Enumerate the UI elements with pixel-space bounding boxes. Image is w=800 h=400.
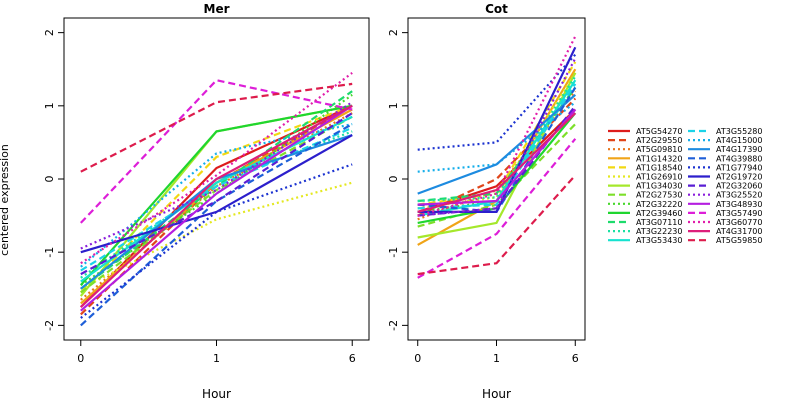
legend-label: AT2G39460 [636,209,682,218]
legend-label: AT3G07110 [636,218,682,227]
series-line-at4g15000 [80,123,353,268]
y-tick-label: -2 [43,320,56,331]
y-tick-label: -2 [387,320,400,331]
panel-title: Cot [485,2,508,16]
panel-title: Mer [204,2,230,16]
x-tick-label: 1 [493,352,500,365]
legend-label: AT3G25520 [716,191,762,200]
panel-cot: Cot 0 1 6 Hour -2 -1 0 1 2 [387,2,586,400]
series-line-at3g25520 [417,57,577,217]
legend-label: AT3G55280 [716,127,762,136]
y-tick-label: -1 [43,247,56,258]
series-line-at2g27530 [80,115,353,294]
series-line-at2g19720 [417,46,577,213]
series-line-at3g60770 [417,35,577,217]
series-line-at4g15000 [417,101,576,173]
y-tick-label: 2 [387,29,400,36]
series-line-at2g19720 [80,134,353,254]
series-line-at2g32060 [80,112,353,276]
legend-label: AT4G31700 [716,227,762,236]
y-axis-label: centered expression [0,144,11,256]
series-line-at3g48930 [80,104,353,312]
legend-label: AT1G77940 [716,163,762,172]
legend-label: AT4G15000 [716,136,762,145]
legend-label: AT3G57490 [716,209,762,218]
series-line-at4g31700 [80,104,353,308]
legend-label: AT2G32060 [716,182,762,191]
legend: AT5G54270AT2G29550AT5G09810AT1G14320AT1G… [608,127,762,245]
legend-label: AT1G34030 [636,182,682,191]
legend-label: AT3G48930 [716,200,762,209]
legend-label: AT1G14320 [636,154,682,163]
series-lines [79,72,353,327]
legend-label: AT5G09810 [636,145,682,154]
series-line-at3g53430 [80,115,353,283]
y-tick-label: -1 [387,247,400,258]
legend-label: AT3G53430 [636,236,682,245]
y-tick-label: 0 [387,176,400,183]
y-tick-label: 1 [43,102,56,109]
legend-label: AT4G39880 [716,154,762,163]
legend-label: AT2G19720 [716,173,762,182]
legend-label: AT2G29550 [636,136,682,145]
x-tick-label: 6 [572,352,579,365]
series-line-at1g26910 [80,181,353,290]
series-line-at3g60770 [80,72,353,265]
series-line-at1g77940 [417,53,577,151]
plot-frame [407,17,586,341]
legend-label: AT5G59850 [716,236,762,245]
x-tick-label: 0 [414,352,421,365]
panel-mer: Mer 0 1 6 Hour -2 -1 0 1 2 [43,2,370,400]
legend-label: AT3G22230 [636,227,682,236]
legend-label: AT3G60770 [716,218,762,227]
series-line-at3g57490 [80,78,353,224]
x-tick-label: 0 [77,352,84,365]
series-line-at5g59850 [80,82,353,173]
legend-label: AT4G17390 [716,145,762,154]
series-lines [417,35,577,279]
x-tick-label: 1 [213,352,220,365]
legend-label: AT2G27530 [636,191,682,200]
series-line-at5g09810 [80,112,353,301]
series-line-at4g17390 [417,93,577,195]
series-line-at3g25520 [80,101,353,250]
x-axis-label: Hour [482,387,511,400]
y-tick-label: 2 [43,29,56,36]
legend-label: AT5G54270 [636,127,682,136]
legend-label: AT1G26910 [636,173,682,182]
series-line-at2g32220 [80,93,353,287]
series-line-at5g59850 [417,174,577,276]
legend-label: AT2G32220 [636,200,682,209]
x-tick-label: 6 [349,352,356,365]
y-tick-label: 1 [387,102,400,109]
legend-label: AT1G18540 [636,163,682,172]
y-tick-label: 0 [43,176,56,183]
series-line-at3g55280 [80,126,353,272]
series-line-at2g39460 [79,104,353,286]
series-line-at3g57490 [417,138,577,279]
series-line-at4g31700 [417,112,577,213]
x-axis-label: Hour [202,387,231,400]
